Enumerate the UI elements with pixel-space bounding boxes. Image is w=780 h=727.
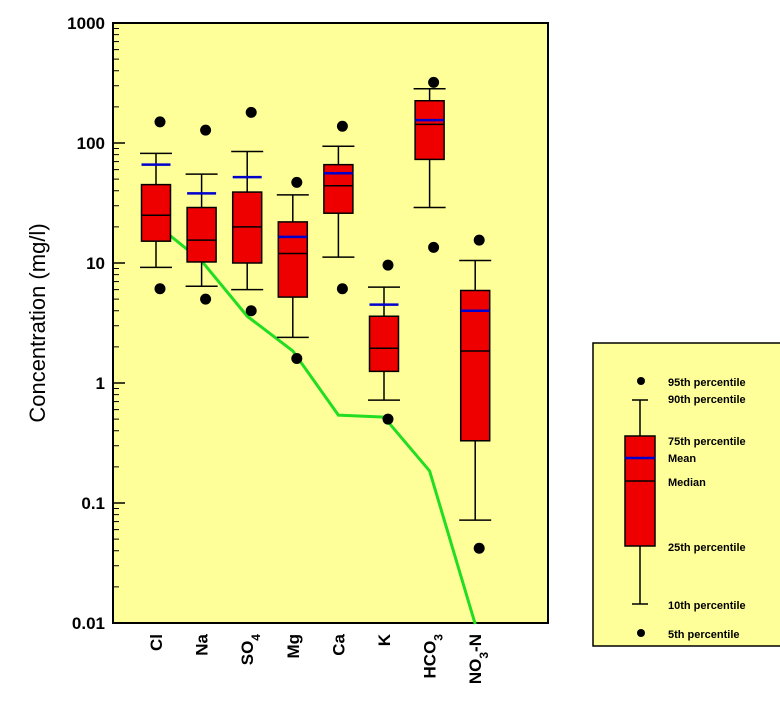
y-tick-label: 0.01 bbox=[72, 614, 105, 633]
legend-label-p5: 5th percentile bbox=[668, 629, 740, 641]
p95-point bbox=[382, 259, 394, 271]
p95-point bbox=[473, 234, 485, 246]
box-2 bbox=[185, 124, 218, 305]
legend-label-q1: 25th percentile bbox=[668, 542, 746, 554]
box-iqr bbox=[414, 99, 445, 161]
x-tick-label: SO4 bbox=[238, 634, 263, 666]
x-tick-label: Cl bbox=[147, 634, 166, 651]
box-8 bbox=[459, 234, 492, 554]
x-tick-label: Na bbox=[193, 633, 212, 655]
x-tick-label: HCO3 bbox=[421, 634, 446, 679]
legend: 95th percentile 90th percentile 75th per… bbox=[592, 342, 780, 647]
p5-point bbox=[336, 283, 348, 295]
box-5 bbox=[322, 120, 355, 295]
legend-box bbox=[624, 435, 656, 547]
y-tick-label: 1 bbox=[96, 374, 105, 393]
p5-point bbox=[291, 353, 303, 365]
x-axis-labels: Cl Na SO4 Mg Ca K HCO3 NO3-N bbox=[147, 633, 491, 684]
p5-point bbox=[428, 241, 440, 253]
legend-label-median: Median bbox=[668, 477, 706, 489]
legend-label-p90: 90th percentile bbox=[668, 394, 746, 406]
p95-point bbox=[291, 176, 303, 188]
y-axis-title: Concentration (mg/l) bbox=[25, 223, 50, 422]
x-tick-label: NO3-N bbox=[466, 634, 491, 684]
box-iqr bbox=[140, 183, 172, 242]
box-iqr bbox=[323, 163, 354, 214]
box-iqr bbox=[368, 315, 400, 373]
p5-point bbox=[154, 283, 166, 295]
x-tick-label: Mg bbox=[284, 634, 303, 659]
p95-point bbox=[245, 106, 257, 118]
box-4 bbox=[276, 176, 309, 365]
p5-point bbox=[382, 413, 394, 425]
y-axis-ticks: 1000 100 10 1 0.1 0.01 bbox=[67, 14, 125, 633]
box-6 bbox=[368, 259, 400, 425]
box-iqr bbox=[186, 206, 217, 263]
box-iqr bbox=[459, 289, 491, 442]
legend-label-p95: 95th percentile bbox=[668, 377, 746, 389]
legend-p95-dot bbox=[637, 377, 645, 385]
legend-p5-dot bbox=[637, 629, 645, 637]
p95-point bbox=[200, 124, 212, 136]
legend-label-mean: Mean bbox=[668, 453, 696, 465]
box-iqr bbox=[277, 221, 309, 298]
p5-point bbox=[200, 293, 212, 305]
y-tick-label: 0.1 bbox=[81, 494, 105, 513]
p95-point bbox=[428, 76, 440, 88]
box-layer bbox=[140, 76, 492, 554]
legend-background bbox=[592, 342, 780, 647]
y-tick-label: 1000 bbox=[67, 14, 105, 33]
y-tick-label: 100 bbox=[77, 134, 105, 153]
box-1 bbox=[140, 116, 172, 295]
p95-point bbox=[154, 116, 166, 128]
x-tick-label: K bbox=[375, 633, 394, 646]
box-7 bbox=[413, 76, 446, 253]
legend-label-q3: 75th percentile bbox=[668, 436, 746, 448]
trend-line-layer bbox=[155, 223, 477, 625]
legend-label-p10: 10th percentile bbox=[668, 600, 746, 612]
p95-point bbox=[336, 120, 348, 132]
p5-point bbox=[245, 305, 257, 317]
p5-point bbox=[473, 542, 485, 554]
series-line bbox=[155, 223, 477, 625]
y-tick-label: 10 bbox=[86, 254, 105, 273]
x-tick-label: Ca bbox=[329, 633, 348, 655]
box-3 bbox=[231, 106, 264, 317]
